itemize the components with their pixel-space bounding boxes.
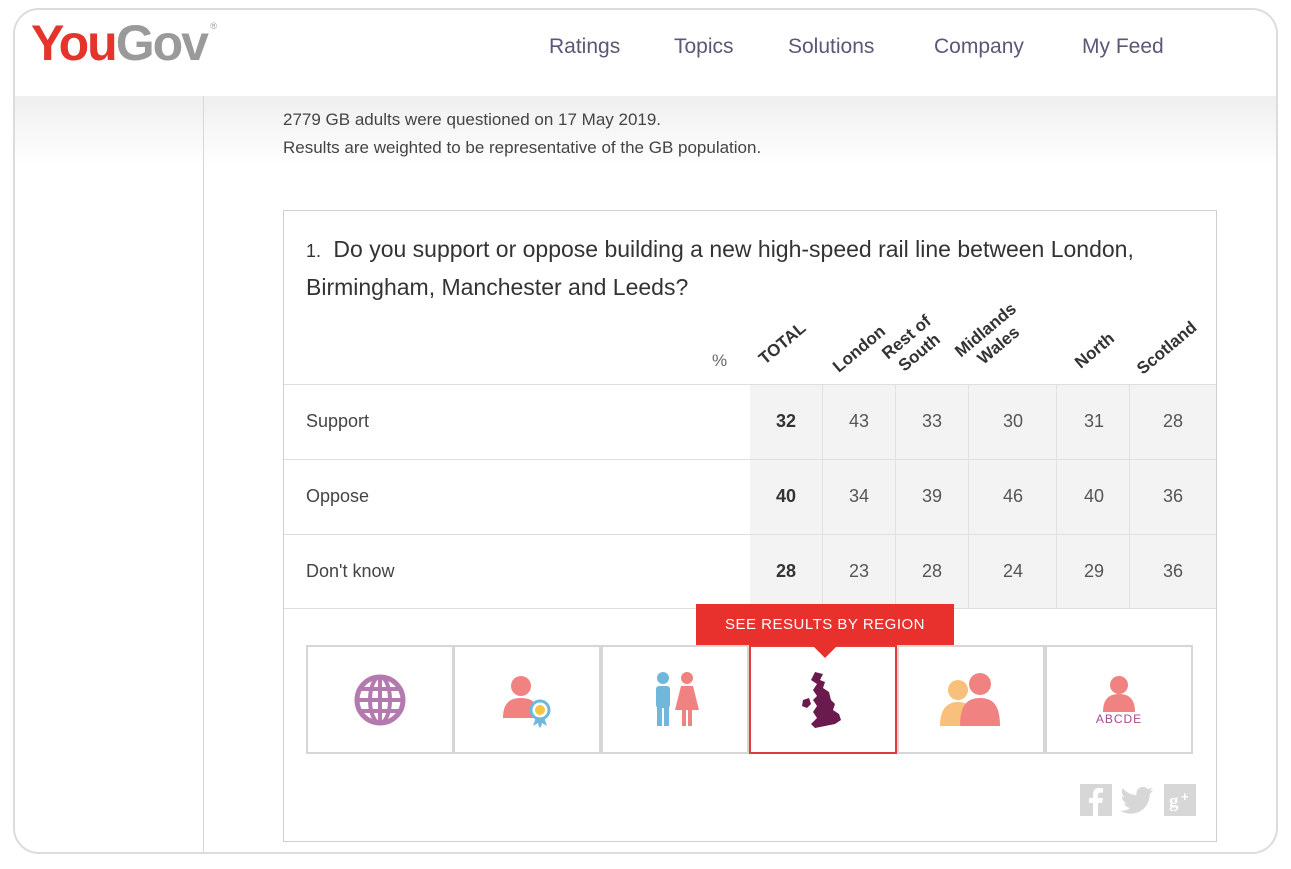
cell-midlands-wales: 46 bbox=[1002, 486, 1024, 506]
table-row-support: Support 32 43 33 30 31 28 bbox=[284, 384, 1216, 460]
male-female-icon bbox=[656, 671, 699, 726]
column-header-north: North bbox=[1071, 328, 1119, 373]
nav-ratings[interactable]: Ratings bbox=[549, 35, 621, 58]
browser-frame: YouGov ® Ratings Topics Solutions Company… bbox=[13, 8, 1278, 854]
cell-rest-of-south: 28 bbox=[921, 561, 943, 581]
globe-icon bbox=[354, 674, 406, 725]
cell-total: 32 bbox=[775, 411, 797, 431]
row-label: Don't know bbox=[306, 561, 395, 581]
cell-north: 29 bbox=[1083, 561, 1105, 581]
svg-text:g: g bbox=[1169, 791, 1179, 812]
sub-header-shade bbox=[15, 96, 1276, 166]
column-divider bbox=[1056, 384, 1057, 608]
cell-total: 40 bbox=[775, 486, 797, 506]
nav-company[interactable]: Company bbox=[934, 35, 1024, 58]
facebook-icon bbox=[1080, 784, 1112, 816]
tab-tooltip: SEE RESULTS BY REGION bbox=[696, 604, 954, 658]
column-divider bbox=[895, 384, 896, 608]
tab-vote[interactable] bbox=[453, 645, 601, 754]
tab-gender[interactable] bbox=[601, 645, 749, 754]
results-shade bbox=[750, 384, 1216, 608]
cell-scotland: 36 bbox=[1162, 486, 1184, 506]
cell-north: 40 bbox=[1083, 486, 1105, 506]
twitter-icon bbox=[1120, 787, 1153, 814]
survey-intro: 2779 GB adults were questioned on 17 May… bbox=[283, 106, 761, 162]
cell-london: 23 bbox=[848, 561, 870, 581]
social-grade-label: ABCDE bbox=[1095, 711, 1143, 726]
person-ribbon-icon bbox=[503, 675, 551, 728]
row-label: Oppose bbox=[306, 486, 370, 506]
question-card: 1. Do you support or oppose building a n… bbox=[283, 210, 1217, 842]
table-row-oppose: Oppose 40 34 39 46 40 36 bbox=[284, 459, 1216, 535]
google-plus-share-button[interactable]: g + bbox=[1164, 784, 1196, 816]
nav-topics[interactable]: Topics bbox=[674, 35, 734, 58]
logo-registered: ® bbox=[210, 21, 217, 31]
column-header-scotland: Scotland bbox=[1133, 317, 1201, 379]
column-header-total: TOTAL bbox=[755, 318, 810, 369]
facebook-share-button[interactable] bbox=[1080, 784, 1112, 816]
intro-line-2: Results are weighted to be representativ… bbox=[283, 138, 762, 157]
tab-social-grade[interactable]: ABCDE bbox=[1045, 645, 1193, 754]
cell-london: 43 bbox=[848, 411, 870, 431]
column-header-rest-of-south: Rest of South bbox=[878, 311, 948, 379]
nav-my-feed[interactable]: My Feed bbox=[1082, 35, 1164, 58]
logo-you: You bbox=[31, 15, 118, 71]
tab-overall[interactable] bbox=[306, 645, 454, 754]
twitter-share-button[interactable] bbox=[1120, 784, 1153, 816]
tab-age[interactable] bbox=[897, 645, 1045, 754]
uk-map-icon bbox=[802, 671, 841, 728]
column-divider bbox=[822, 384, 823, 608]
cell-scotland: 36 bbox=[1162, 561, 1184, 581]
logo-gov: Gov bbox=[115, 15, 209, 71]
site-header: YouGov ® Ratings Topics Solutions Company… bbox=[15, 10, 1276, 97]
column-header-midlands-wales: Midlands Wales bbox=[951, 299, 1033, 377]
column-divider bbox=[968, 384, 969, 608]
cell-midlands-wales: 30 bbox=[1002, 411, 1024, 431]
cell-midlands-wales: 24 bbox=[1002, 561, 1024, 581]
cell-rest-of-south: 33 bbox=[921, 411, 943, 431]
svg-text:+: + bbox=[1181, 789, 1189, 804]
question-number: 1. bbox=[306, 241, 322, 261]
nav-solutions[interactable]: Solutions bbox=[788, 35, 875, 58]
tab-region[interactable] bbox=[749, 645, 897, 754]
cell-total: 28 bbox=[775, 561, 797, 581]
cell-london: 34 bbox=[848, 486, 870, 506]
row-label: Support bbox=[306, 411, 370, 431]
two-people-icon bbox=[940, 672, 1000, 726]
table-row-dont-know: Don't know 28 23 28 24 29 36 bbox=[284, 534, 1216, 610]
column-divider bbox=[1129, 384, 1130, 608]
unit-label: % bbox=[712, 351, 728, 370]
intro-line-1: 2779 GB adults were questioned on 17 May… bbox=[283, 110, 662, 129]
cell-scotland: 28 bbox=[1162, 411, 1184, 431]
google-plus-icon: g + bbox=[1164, 784, 1196, 816]
yougov-logo[interactable]: YouGov ® bbox=[31, 15, 217, 71]
sidebar-divider bbox=[203, 96, 204, 852]
cell-rest-of-south: 39 bbox=[921, 486, 943, 506]
question-text: Do you support or oppose building a new … bbox=[306, 236, 1134, 300]
question-title: 1. Do you support or oppose building a n… bbox=[306, 231, 1206, 305]
cell-north: 31 bbox=[1083, 411, 1105, 431]
person-abcde-icon bbox=[1103, 675, 1135, 712]
